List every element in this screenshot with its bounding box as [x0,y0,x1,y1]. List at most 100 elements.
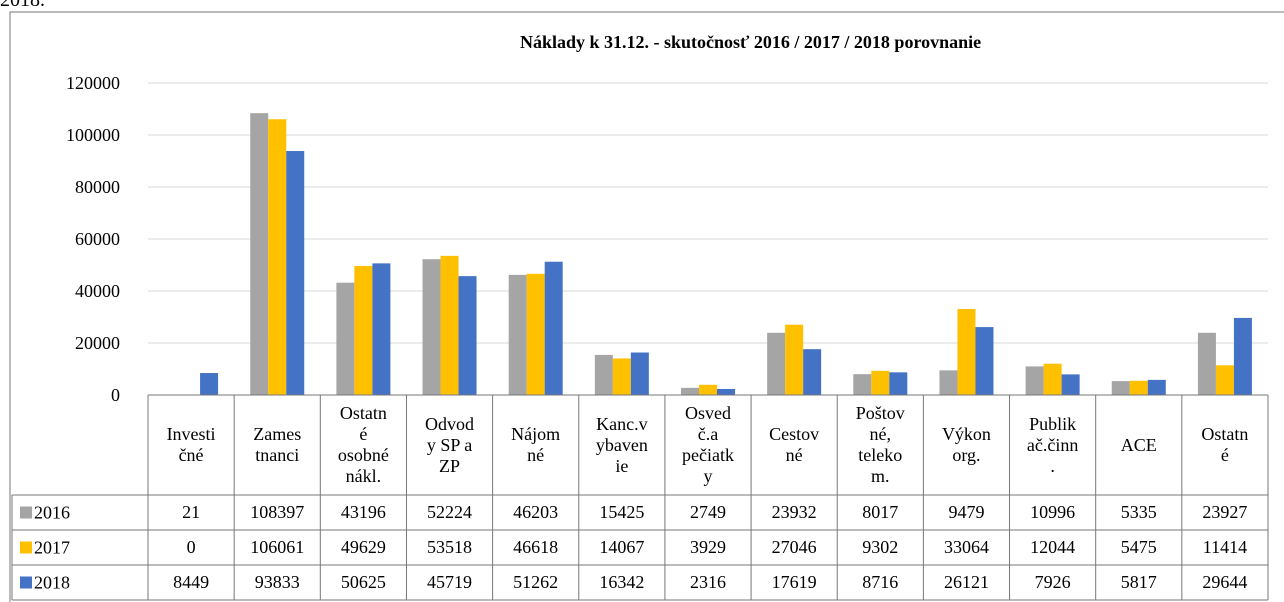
table-value: 5335 [1120,502,1157,522]
category-label: Zames tnanci [253,424,302,465]
bar [526,273,545,395]
bar [200,373,219,395]
y-tick-label: 60000 [75,229,120,249]
bar [594,354,613,395]
table-value: 33064 [943,537,989,557]
bar [508,274,527,395]
table-value: 23927 [1202,502,1248,522]
y-tick-label: 120000 [66,73,120,93]
table-value: 50625 [340,572,386,592]
category-label: ACE [1120,434,1157,455]
legend-label: 2017 [34,538,70,558]
table-value: 2316 [689,572,726,592]
y-tick-label: 40000 [75,281,120,301]
bar [250,113,269,396]
table-value: 0 [186,537,196,557]
category-label: Odvod y SP a ZP [425,413,475,476]
bar [957,309,976,395]
bar [889,372,908,395]
bar [1197,332,1216,395]
legend-label: 2016 [34,503,70,523]
table-value: 21 [182,502,201,522]
category-label: Investi čné [166,424,216,465]
table-value: 5817 [1120,572,1157,592]
bar [1025,366,1044,395]
bar [372,263,391,395]
bar [785,324,804,395]
table-value: 11414 [1202,537,1248,557]
y-tick-label: 80000 [75,177,120,197]
table-value: 8449 [173,572,210,592]
category-label: Ostatn é [1201,424,1249,465]
table-value: 2749 [689,502,726,522]
table-value: 8017 [862,502,899,522]
bar [544,261,563,395]
table-value: 49629 [340,537,386,557]
bar [612,358,631,395]
bar [1061,374,1080,395]
bar [1111,381,1130,395]
page-fragment: 2018. [0,0,45,11]
bar [803,349,822,395]
table-value: 46618 [513,537,559,557]
table-value: 7926 [1034,572,1071,592]
table-value: 14067 [599,537,645,557]
category-label: Ostatn é osobné nákl. [337,403,389,486]
table-value: 106061 [250,537,305,557]
table-value: 15425 [599,502,645,522]
table-value: 10996 [1030,502,1076,522]
bar [853,374,872,395]
bar [268,119,287,396]
bar [681,387,699,395]
table-value: 26121 [943,572,989,592]
legend-swatch [20,576,32,589]
bar [1043,363,1062,395]
legend-swatch [20,541,32,554]
category-label: Kanc.v ybaven ie [595,413,648,476]
bar [1233,317,1252,395]
bar [975,327,994,395]
table-value: 5475 [1120,537,1157,557]
y-tick-label: 20000 [75,333,120,353]
bar [458,276,477,395]
legend-swatch [20,506,32,519]
table-value: 45719 [427,572,473,592]
bar [630,352,649,395]
bar [939,370,958,395]
table-value: 93833 [254,572,300,592]
table-value: 16342 [599,572,645,592]
table-value: 53518 [427,537,473,557]
table-value: 23932 [771,502,817,522]
category-label: Nájom né [511,424,561,465]
category-label: Cestov né [769,424,820,465]
bar [422,259,441,395]
table-value: 3929 [689,537,726,557]
bar [717,388,735,395]
table-value: 12044 [1030,537,1076,557]
bar [354,265,373,395]
table-value: 27046 [771,537,817,557]
bar [871,370,890,395]
category-label: Poštov né, teleko m. [855,403,905,486]
table-value: 8716 [862,572,899,592]
chart-title: Náklady k 31.12. - skutočnosť 2016 / 201… [520,32,981,52]
bar [440,255,459,395]
table-value: 51262 [513,572,559,592]
table-value: 52224 [427,502,473,522]
category-label: Publik ač.činn . [1026,413,1079,476]
bar [286,151,305,395]
category-label: Výkon org. [941,424,991,465]
bar [1129,380,1148,395]
bar [1215,365,1234,395]
y-tick-label: 100000 [66,125,120,145]
table-value: 17619 [771,572,817,592]
y-tick-label: 0 [111,385,120,405]
chart-frame [9,11,1284,602]
bar [699,384,717,395]
bar [767,332,786,395]
table-value: 46203 [513,502,559,522]
category-label: Osved č.a pečiatk y [682,403,734,486]
legend-label: 2018 [34,573,70,593]
